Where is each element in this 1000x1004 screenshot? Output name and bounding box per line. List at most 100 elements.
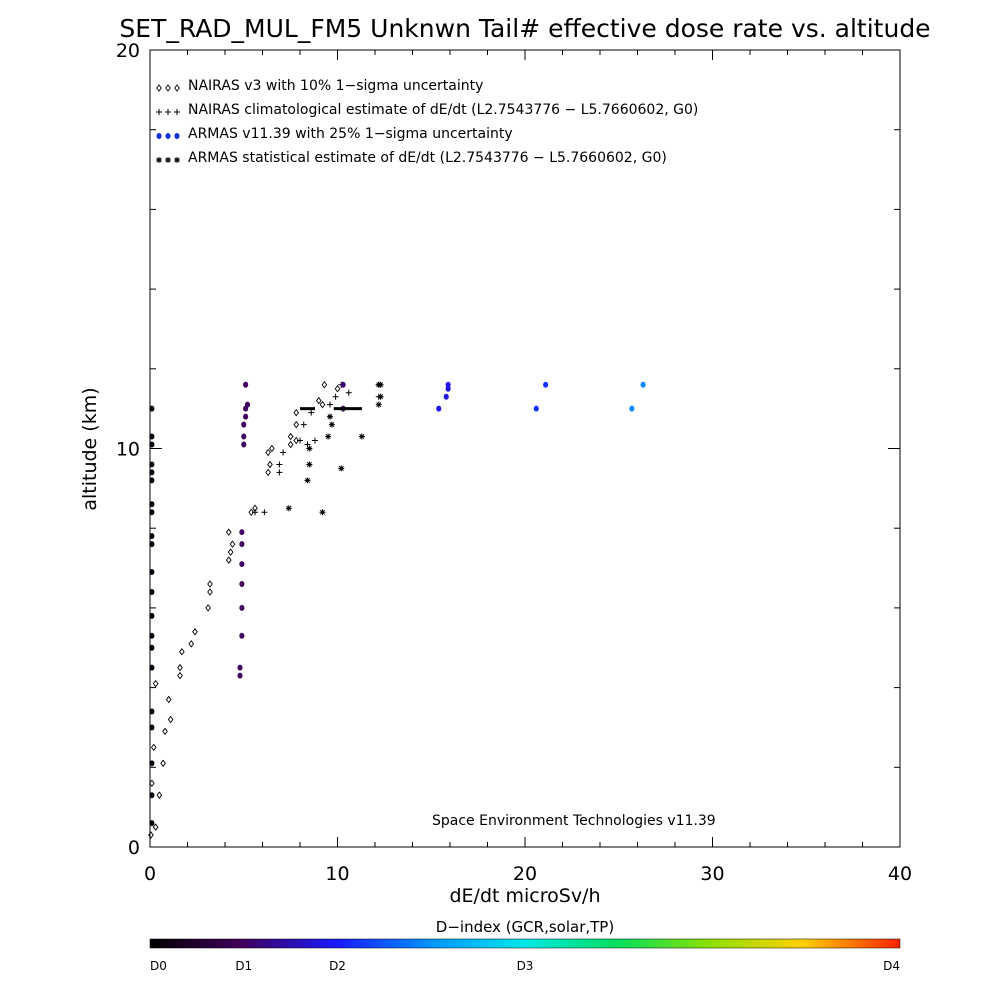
data-point xyxy=(149,724,155,731)
data-point xyxy=(243,413,249,420)
data-point xyxy=(276,461,283,468)
axis-tick-labels: 0 10 20 30 40 0 10 20 xyxy=(116,40,912,885)
data-point xyxy=(162,727,168,736)
x-tick-label: 30 xyxy=(700,863,724,885)
data-point xyxy=(327,401,333,408)
data-point xyxy=(308,409,315,416)
data-point xyxy=(306,445,313,452)
data-point xyxy=(315,396,322,405)
data-point xyxy=(239,561,245,568)
data-point xyxy=(225,556,232,564)
data-point xyxy=(293,408,300,417)
data-point xyxy=(243,381,249,388)
data-point xyxy=(165,695,172,704)
data-point xyxy=(167,715,174,724)
data-point xyxy=(269,444,275,453)
data-point xyxy=(149,632,155,639)
x-tick-label: 40 xyxy=(888,863,912,885)
data-point xyxy=(293,420,300,429)
data-point xyxy=(239,580,245,587)
data-point xyxy=(152,679,159,688)
data-point xyxy=(375,401,382,408)
legend-marker xyxy=(156,109,162,115)
data-point xyxy=(338,465,345,472)
data-point xyxy=(149,501,155,508)
legend-marker xyxy=(165,133,171,139)
colorbar-tick-label: D1 xyxy=(235,959,252,973)
legend-marker xyxy=(156,84,162,92)
data-point xyxy=(265,448,271,457)
data-point xyxy=(149,708,155,715)
data-point xyxy=(225,528,232,536)
data-point xyxy=(150,743,157,752)
data-point xyxy=(149,509,155,516)
data-point xyxy=(149,569,155,576)
data-point xyxy=(334,384,341,393)
data-point xyxy=(533,405,539,412)
data-point xyxy=(149,664,155,671)
colorbar-tick-label: D0 xyxy=(150,959,167,973)
data-point xyxy=(149,588,155,595)
data-point xyxy=(179,647,185,656)
legend-marker xyxy=(165,157,171,163)
data-point xyxy=(188,640,195,648)
legend-entry: NAIRAS climatological estimate of dE/dt … xyxy=(188,102,698,118)
data-point xyxy=(237,672,243,679)
data-point xyxy=(265,468,271,477)
data-point xyxy=(297,437,303,444)
data-point xyxy=(319,400,326,409)
data-point xyxy=(149,441,155,448)
data-point xyxy=(306,461,313,468)
data-point xyxy=(443,393,449,400)
legend: NAIRAS v3 with 10% 1−sigma uncertainty NA… xyxy=(156,78,698,166)
legend-marker xyxy=(156,133,162,139)
data-point xyxy=(237,664,243,671)
x-axis-label: dE/dt microSv/h xyxy=(449,885,600,907)
colorbar-title: D−index (GCR,solar,TP) xyxy=(436,918,614,936)
legend-marker xyxy=(174,133,180,139)
x-tick-label: 0 xyxy=(144,863,156,885)
data-point xyxy=(328,421,335,428)
legend-marker xyxy=(174,84,180,92)
legend-entry: NAIRAS v3 with 10% 1−sigma uncertainty xyxy=(188,78,483,94)
data-point xyxy=(248,508,255,517)
data-point xyxy=(149,533,155,540)
data-point xyxy=(436,405,442,412)
data-point xyxy=(241,433,247,440)
legend-marker xyxy=(165,109,171,115)
data-point xyxy=(543,381,549,388)
data-point xyxy=(327,413,333,420)
colorbar-ticks: D0 D1 D2 D3 D4 xyxy=(150,959,900,973)
data-point xyxy=(239,604,245,611)
data-point xyxy=(229,540,236,548)
plot-frame xyxy=(149,49,901,848)
data-point xyxy=(629,405,635,412)
data-point xyxy=(149,644,155,651)
data-point xyxy=(293,436,300,445)
data-point xyxy=(177,663,183,672)
data-point xyxy=(205,604,211,612)
data-point xyxy=(241,441,247,448)
y-tick-label: 20 xyxy=(116,40,140,62)
data-point xyxy=(332,393,339,400)
data-point xyxy=(241,421,247,428)
data-point xyxy=(149,469,155,476)
legend-entry: ARMAS statistical estimate of dE/dt (L2.… xyxy=(188,150,667,166)
legend-marker xyxy=(174,157,180,163)
data-point xyxy=(148,831,154,839)
axis-ticks xyxy=(149,49,901,848)
data-point xyxy=(239,529,245,536)
legend-entry: ARMAS v11.39 with 25% 1−sigma uncertaint… xyxy=(188,126,513,142)
data-point xyxy=(358,433,365,440)
credit-text: Space Environment Technologies v11.39 xyxy=(432,813,716,829)
data-point xyxy=(377,393,384,400)
data-point xyxy=(375,381,382,388)
data-point xyxy=(319,509,326,516)
colorbar-tick-label: D3 xyxy=(517,959,534,973)
data-point xyxy=(312,437,318,444)
data-point xyxy=(177,671,183,680)
data-point xyxy=(149,461,155,468)
data-point xyxy=(239,541,245,548)
x-tick-label: 10 xyxy=(325,863,349,885)
